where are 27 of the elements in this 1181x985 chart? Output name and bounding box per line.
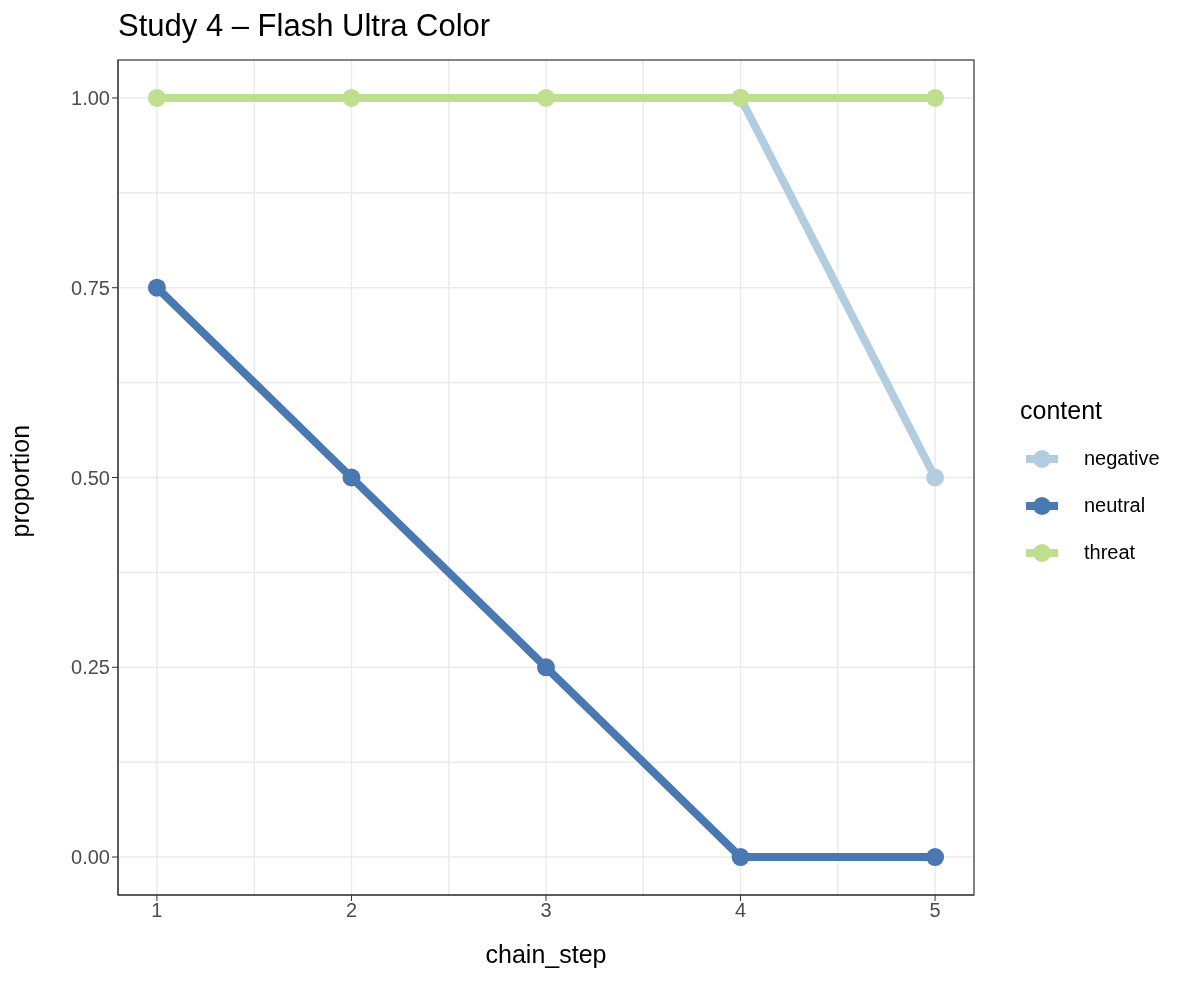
point xyxy=(537,88,555,107)
y-tick-label: 0.50 xyxy=(71,466,110,489)
point xyxy=(147,88,166,107)
point xyxy=(342,88,361,107)
x-tick-label: 5 xyxy=(929,899,941,922)
chart-title: Study 4 – Flash Ultra Color xyxy=(118,8,491,44)
legend-label: neutral xyxy=(1084,494,1146,517)
x-tick-label: 1 xyxy=(151,899,163,922)
legend-title: content xyxy=(1020,396,1103,425)
point xyxy=(926,88,945,107)
legend-label: threat xyxy=(1084,541,1136,564)
y-tick-label: 0.25 xyxy=(71,656,110,679)
y-tick-label: 0.75 xyxy=(71,276,110,299)
point xyxy=(731,848,750,867)
y-tick-label: 1.00 xyxy=(71,87,110,110)
point xyxy=(342,468,361,487)
y-axis-title: proportion xyxy=(5,424,34,538)
point xyxy=(147,278,166,297)
x-tick-label: 2 xyxy=(345,899,358,922)
x-tick-label: 3 xyxy=(540,899,552,922)
x-tick-label: 4 xyxy=(734,899,747,922)
legend-label: negative xyxy=(1084,447,1160,470)
point xyxy=(537,658,555,677)
y-tick-label: 0.00 xyxy=(71,846,110,869)
point xyxy=(926,468,945,487)
x-axis-title: chain_step xyxy=(485,940,607,968)
point xyxy=(926,848,945,867)
